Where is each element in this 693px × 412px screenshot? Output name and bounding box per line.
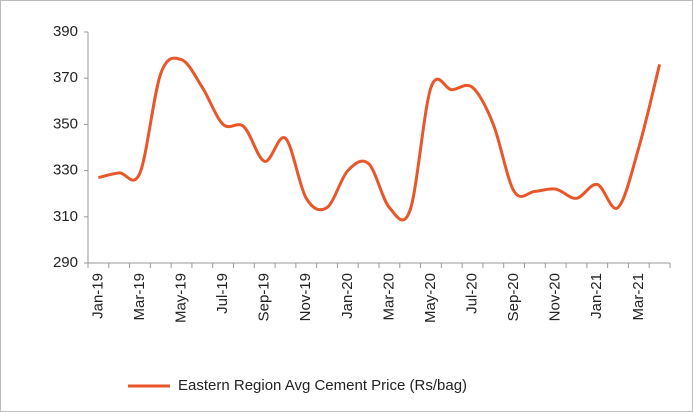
y-tick-label: 330 xyxy=(53,162,78,179)
y-tick-label: 310 xyxy=(53,208,78,225)
line-series xyxy=(98,56,662,222)
x-tick-label: Jul-20 xyxy=(464,273,481,314)
x-tick-label: Mar-20 xyxy=(380,273,397,321)
x-tick-label: Nov-19 xyxy=(297,273,314,321)
x-tick-label: Mar-19 xyxy=(131,273,148,321)
x-tick-label: Jul-19 xyxy=(214,273,231,314)
x-tick-label: Mar-21 xyxy=(630,273,647,321)
x-tick-label: Jan-21 xyxy=(588,273,605,319)
y-tick-label: 370 xyxy=(53,69,78,86)
x-tick-label: May-19 xyxy=(173,273,190,323)
x-tick-label: Nov-20 xyxy=(547,273,564,321)
legend-label: Eastern Region Avg Cement Price (Rs/bag) xyxy=(178,377,467,394)
y-tick-label: 390 xyxy=(53,23,78,40)
y-tick-label: 350 xyxy=(53,115,78,132)
x-tick-label: May-20 xyxy=(422,273,439,323)
x-tick-label: Jan-19 xyxy=(89,273,106,319)
x-tick-label: Jan-20 xyxy=(339,273,356,319)
x-tick-label: Sep-20 xyxy=(505,273,522,321)
x-tick-label: Sep-19 xyxy=(256,273,273,321)
y-tick-label: 290 xyxy=(53,254,78,271)
